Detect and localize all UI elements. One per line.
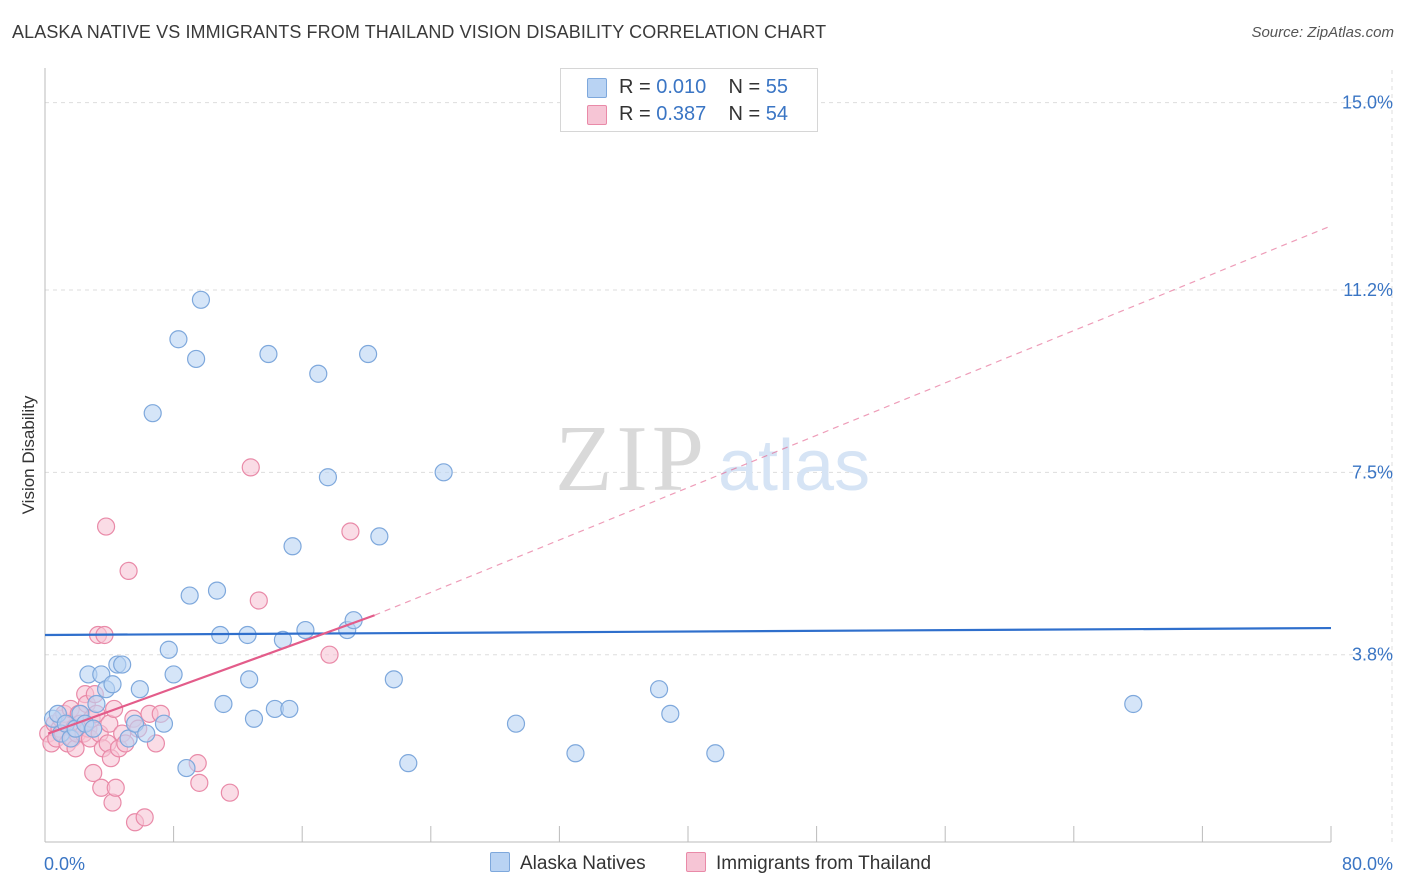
bottom-legend-immigrants-thailand: Immigrants from Thailand [686,852,931,875]
y-axis-label: Vision Disability [19,395,38,514]
bottom-legend-swatch-pink [686,852,706,872]
alaska-natives-point [137,724,156,743]
watermark-atlas: atlas [718,426,870,506]
alaska-natives-point [318,468,338,487]
alaska-natives-point [566,744,585,763]
thailand-immigrants-point [320,645,339,664]
thailand-immigrants-point [249,591,268,610]
thailand-immigrants-point [119,561,138,581]
alaska-natives-point [370,527,389,546]
points-layer [39,290,1143,832]
thailand-immigrants-point [84,763,103,783]
alaska-natives-point [191,290,211,309]
legend-r-label: R = [619,103,651,125]
thailand-trendline-extension [374,225,1332,616]
legend-r-value: 0.010 [656,76,707,98]
watermark-zip: ZIP [555,407,708,511]
alaska-natives-trendline [44,626,1332,637]
alaska-natives-point [706,744,725,763]
alaska-natives-point [1124,694,1143,714]
grid-layer [45,70,1393,842]
alaska-natives-point [207,581,227,600]
axis-layer [44,68,1332,843]
thailand-immigrants-point [96,517,116,536]
thailand-immigrants-point [106,778,125,797]
legend-swatch-pink [587,105,607,125]
bottom-legend-alaska-natives: Alaska Natives [490,852,646,875]
correlation-legend: R = 0.010 N = 55 R = 0.387 N = 54 [560,68,818,132]
alaska-natives-point [384,670,403,689]
alaska-natives-point [130,680,149,699]
alaska-natives-point [164,665,183,684]
y-tick-label: 15.0% [1342,93,1393,113]
alaska-natives-point [143,404,162,423]
alaska-natives-point [359,344,378,364]
alaska-natives-point [649,680,669,699]
alaska-natives-point [399,754,418,773]
alaska-natives-point [280,699,299,719]
y-tick-label: 11.2% [1343,280,1393,300]
watermark: ZIP atlas [555,407,870,511]
x-tick-label-max: 80.0% [1342,854,1393,874]
alaska-natives-point [309,364,328,383]
alaska-natives-point [169,330,188,349]
alaska-natives-point [296,620,315,640]
alaska-natives-point [103,675,122,694]
chart-title: ALASKA NATIVE VS IMMIGRANTS FROM THAILAN… [12,22,827,42]
legend-r-value: 0.387 [656,103,707,125]
trend-layer [44,225,1332,735]
alaska-natives-point [244,709,264,728]
alaska-natives-point [661,704,680,723]
thailand-immigrants-point [220,783,239,802]
alaska-natives-point [259,344,278,364]
legend-n-label: N = [728,103,761,125]
bottom-legend-swatch-blue [490,852,510,872]
alaska-natives-point [180,586,199,605]
x-tick-label-min: 0.0% [44,854,85,874]
source-label: Source: ZipAtlas.com [1251,24,1394,41]
bottom-legend-label: Alaska Natives [520,853,646,874]
alaska-natives-point [87,694,106,714]
alaska-natives-point [240,670,259,689]
alaska-natives-point [187,349,206,369]
thailand-immigrants-point [103,793,122,812]
alaska-natives-point [283,537,302,556]
y-tick-label: 7.5% [1352,462,1393,482]
alaska-natives-point [434,463,453,482]
alaska-natives-point [506,714,526,733]
bottom-legend-label: Immigrants from Thailand [716,853,932,874]
thailand-immigrants-point [190,773,209,792]
thailand-immigrants-point [135,808,154,827]
alaska-natives-point [177,758,196,778]
thailand-immigrants-point [241,458,260,477]
legend-r-label: R = [619,76,651,98]
alaska-natives-point [159,640,178,659]
alaska-natives-point [84,719,103,738]
thailand-immigrants-trendline [47,614,375,735]
tick-labels: 3.8% 7.5% 11.2% 15.0% 0.0% 80.0% [44,93,1393,874]
alaska-natives-point [214,694,233,714]
legend-n-label: N = [728,76,761,98]
thailand-immigrants-point [341,522,360,541]
legend-swatch-blue [587,78,607,98]
legend-n-value: 54 [765,103,789,125]
legend-n-value: 55 [765,76,789,98]
alaska-natives-point [154,714,174,733]
y-tick-label: 3.8% [1352,645,1393,665]
alaska-natives-point [113,655,132,674]
